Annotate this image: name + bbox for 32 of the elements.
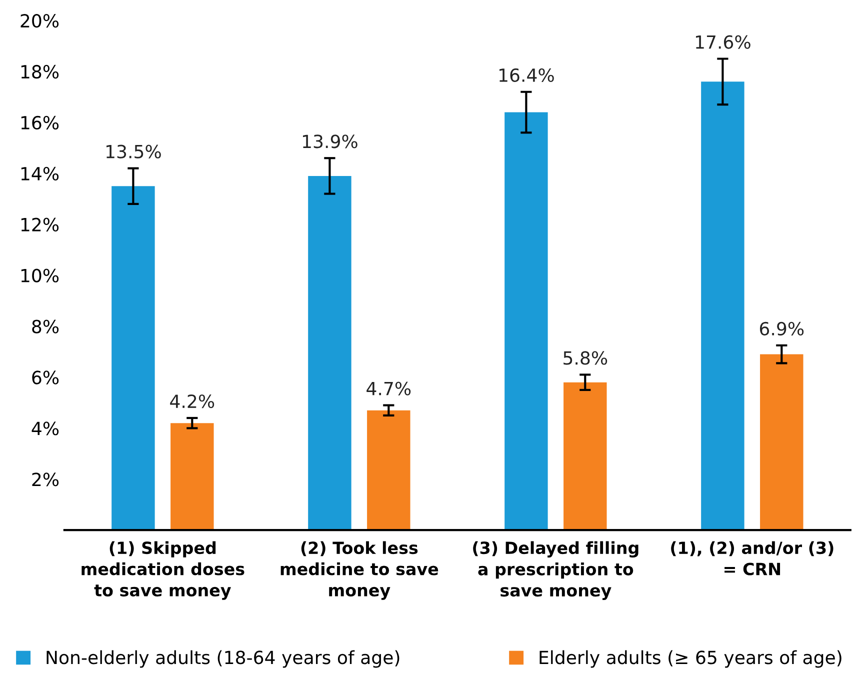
data-label: 5.8% (564, 351, 608, 365)
data-label: 17.6% (696, 35, 750, 49)
data-label: 6.9% (760, 322, 804, 336)
bar (564, 382, 607, 530)
bar (112, 186, 155, 530)
bar (760, 354, 804, 530)
bar (170, 423, 214, 530)
data-label: 13.9% (303, 134, 358, 148)
x-tick-label: (2) Took less medicine to save money (280, 541, 438, 600)
x-tick-label: (1), (2) and/or (3) = CRN (671, 541, 834, 576)
bar (308, 176, 352, 530)
y-tick-label: 18% (21, 64, 59, 79)
bar (701, 82, 744, 530)
data-label: 4.7% (366, 382, 411, 396)
y-tick-label: 16% (21, 116, 59, 130)
y-tick-label: 2% (32, 472, 59, 486)
data-label: 4.2% (170, 394, 214, 408)
y-tick-label: 6% (32, 370, 59, 384)
y-tick-label: 10% (21, 268, 59, 282)
y-tick-label: 20% (20, 14, 59, 28)
y-tick-label: 14% (21, 166, 59, 181)
x-tick-label: (3) Delayed filling a prescription to save money (473, 541, 638, 600)
data-label: 16.4% (499, 68, 554, 82)
legend-label: Non-elderly adults (18-64 years of age) (46, 650, 400, 668)
y-tick-label: 4% (32, 422, 59, 436)
y-tick-label: 8% (32, 320, 59, 334)
x-tick-label: (1) Skipped medication doses to save money (82, 541, 244, 600)
bar (367, 410, 410, 530)
data-label: 13.5% (106, 144, 161, 158)
y-tick-label: 12% (21, 218, 59, 232)
bar (504, 112, 548, 530)
legend-label: Elderly adults (≥ 65 years of age) (540, 650, 842, 668)
